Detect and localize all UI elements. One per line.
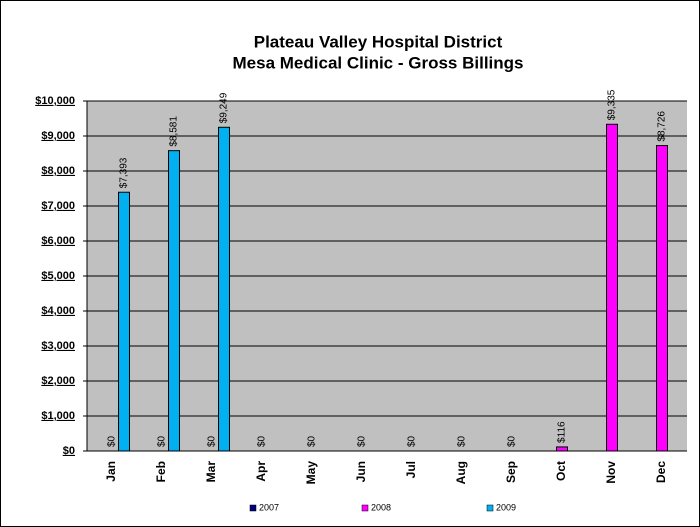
value-label: $0 [107, 435, 118, 447]
x-tick-label: Dec [654, 461, 668, 483]
bar [118, 191, 130, 452]
x-tick-label: Nov [604, 461, 618, 484]
x-tick-label: Jun [354, 461, 368, 482]
y-tick-label: $5,000 [41, 270, 75, 282]
legend-label: 2008 [371, 502, 391, 512]
value-label: $7,393 [119, 157, 130, 188]
legend-swatch [486, 504, 494, 512]
x-tick-label: Feb [154, 461, 168, 482]
legend-swatch [361, 504, 369, 512]
x-tick-label: Oct [554, 461, 568, 481]
value-label: $8,581 [169, 116, 180, 147]
y-tick-label: $0 [63, 445, 75, 457]
y-tick-label: $9,000 [41, 130, 75, 142]
x-tick-label: Apr [254, 461, 268, 482]
x-tick-label: Mar [204, 461, 218, 483]
x-tick-label: May [304, 461, 318, 485]
y-tick-label: $10,000 [35, 95, 75, 107]
value-label: $0 [307, 435, 318, 447]
chart-title: Plateau Valley Hospital District [254, 32, 503, 51]
value-label: $0 [257, 435, 268, 447]
legend-swatch [249, 504, 257, 512]
value-label: $8,726 [657, 111, 668, 142]
value-label: $0 [157, 435, 168, 447]
legend-label: 2007 [259, 502, 279, 512]
y-tick-label: $3,000 [41, 340, 75, 352]
value-label: $0 [457, 435, 468, 447]
y-tick-label: $4,000 [41, 305, 75, 317]
x-tick-label: Jan [104, 461, 118, 482]
y-tick-label: $8,000 [41, 165, 75, 177]
y-tick-label: $1,000 [41, 410, 75, 422]
value-label: $0 [407, 435, 418, 447]
value-label: $0 [357, 435, 368, 447]
chart-subtitle: Mesa Medical Clinic - Gross Billings [233, 53, 524, 72]
value-label: $0 [207, 435, 218, 447]
value-label: $0 [507, 435, 518, 447]
value-label: $9,249 [219, 92, 230, 123]
legend-label: 2009 [496, 502, 516, 512]
bar [656, 145, 668, 452]
y-tick-label: $6,000 [41, 235, 75, 247]
bar [168, 150, 180, 452]
bar [556, 446, 568, 452]
y-tick-label: $7,000 [41, 200, 75, 212]
value-label: $9,335 [607, 89, 618, 120]
bar [218, 126, 230, 452]
bar [606, 123, 618, 452]
value-label: $116 [557, 421, 568, 443]
x-tick-label: Aug [454, 461, 468, 484]
x-tick-label: Sep [504, 461, 518, 483]
x-tick-label: Jul [404, 461, 418, 478]
y-tick-label: $2,000 [41, 375, 75, 387]
